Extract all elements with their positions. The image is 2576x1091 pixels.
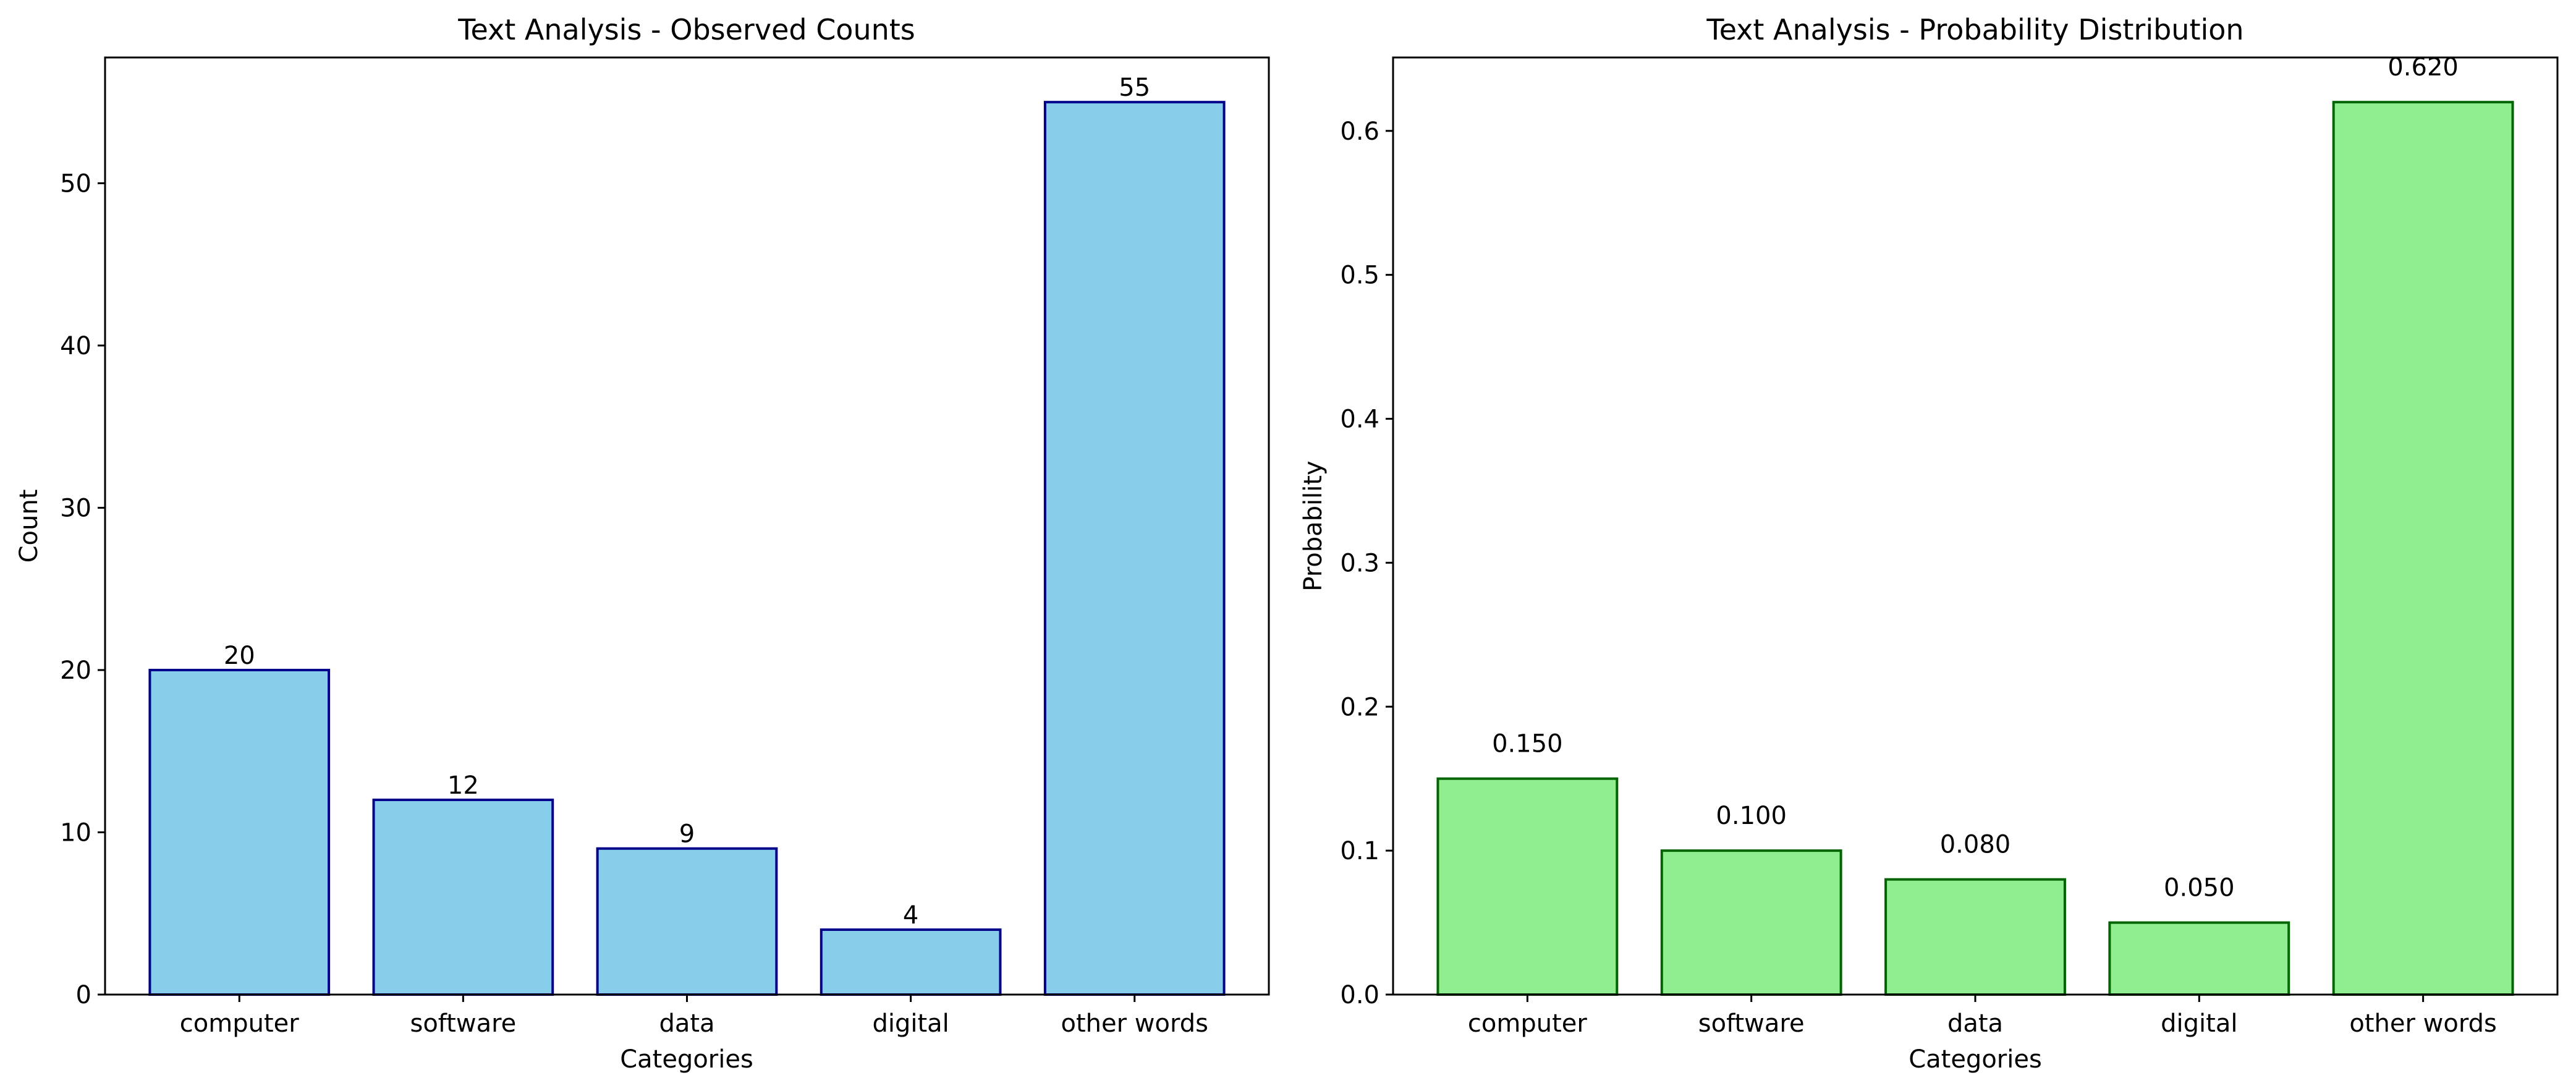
chart-title: Text Analysis - Probability Distribution [1706, 13, 2243, 46]
bar-software [372, 798, 554, 996]
y-axis-ticks: 0.0 0.1 0.2 0.3 0.4 0.5 0.6 [1340, 117, 1393, 1009]
chart-observed-counts: Text Analysis - Observed Counts 20 12 9 4 55… [15, 13, 1270, 1074]
y-tick-label: 40 [60, 332, 91, 360]
x-tick-label-computer: computer [1468, 1009, 1587, 1038]
bar-other-words [2332, 101, 2514, 996]
y-tick-label: 0.5 [1340, 261, 1379, 290]
data-label-digital: 4 [903, 901, 918, 930]
y-tick-label: 0.4 [1340, 405, 1379, 434]
x-axis-label: Categories [1909, 1045, 2042, 1074]
x-tick-label-other-words: other words [2349, 1009, 2496, 1038]
x-axis-label: Categories [620, 1045, 753, 1074]
y-tick-label: 0.2 [1340, 693, 1379, 721]
bar-data [1884, 878, 2066, 996]
y-axis-ticks: 0 10 20 30 40 50 [60, 169, 105, 1009]
bar-other-words [1043, 101, 1226, 996]
data-label-software: 0.100 [1716, 802, 1787, 830]
y-tick-label: 0.1 [1340, 837, 1379, 865]
x-tick-label-software: software [410, 1009, 516, 1038]
bar-computer [148, 668, 331, 996]
y-tick-label: 30 [60, 494, 91, 522]
bar-software [1660, 849, 1842, 996]
plot-frame [1392, 56, 2559, 996]
x-tick-label-digital: digital [2161, 1009, 2237, 1038]
x-tick-label-computer: computer [180, 1009, 299, 1038]
y-axis-label: Probability [1299, 461, 1328, 591]
y-tick-label: 50 [60, 169, 91, 198]
y-tick-label: 0 [76, 981, 91, 1009]
x-tick-label-other-words: other words [1061, 1009, 1208, 1038]
x-tick-label-data: data [659, 1009, 714, 1038]
plot-frame [104, 56, 1270, 996]
y-tick-label: 0.6 [1340, 117, 1379, 146]
y-tick-label: 0.0 [1340, 981, 1379, 1009]
data-label-software: 12 [447, 771, 479, 800]
chart-probability-distribution: Text Analysis - Probability Distribution… [1299, 13, 2559, 1074]
x-tick-label-data: data [1947, 1009, 2003, 1038]
data-label-computer: 20 [224, 642, 255, 670]
data-label-data: 0.080 [1940, 831, 2011, 859]
bar-computer [1436, 777, 1619, 996]
y-tick-label: 0.3 [1340, 549, 1379, 577]
x-axis-ticks: computer software data digital other words [180, 995, 1208, 1038]
bar-group: 20 12 9 4 55 [148, 74, 1226, 996]
bar-digital [820, 928, 1002, 996]
x-tick-label-digital: digital [872, 1009, 949, 1038]
y-axis-label: Count [15, 490, 43, 563]
data-label-computer: 0.150 [1492, 730, 1563, 758]
bar-digital [2108, 921, 2290, 996]
bar-data [596, 847, 778, 996]
data-label-digital: 0.050 [2164, 874, 2235, 902]
y-tick-label: 10 [60, 818, 91, 847]
data-label-data: 9 [679, 820, 695, 849]
x-axis-ticks: computer software data digital other words [1468, 995, 2497, 1038]
chart-title: Text Analysis - Observed Counts [457, 13, 915, 46]
data-label-other-words: 55 [1119, 74, 1150, 102]
y-tick-label: 20 [60, 656, 91, 685]
x-tick-label-software: software [1698, 1009, 1805, 1038]
